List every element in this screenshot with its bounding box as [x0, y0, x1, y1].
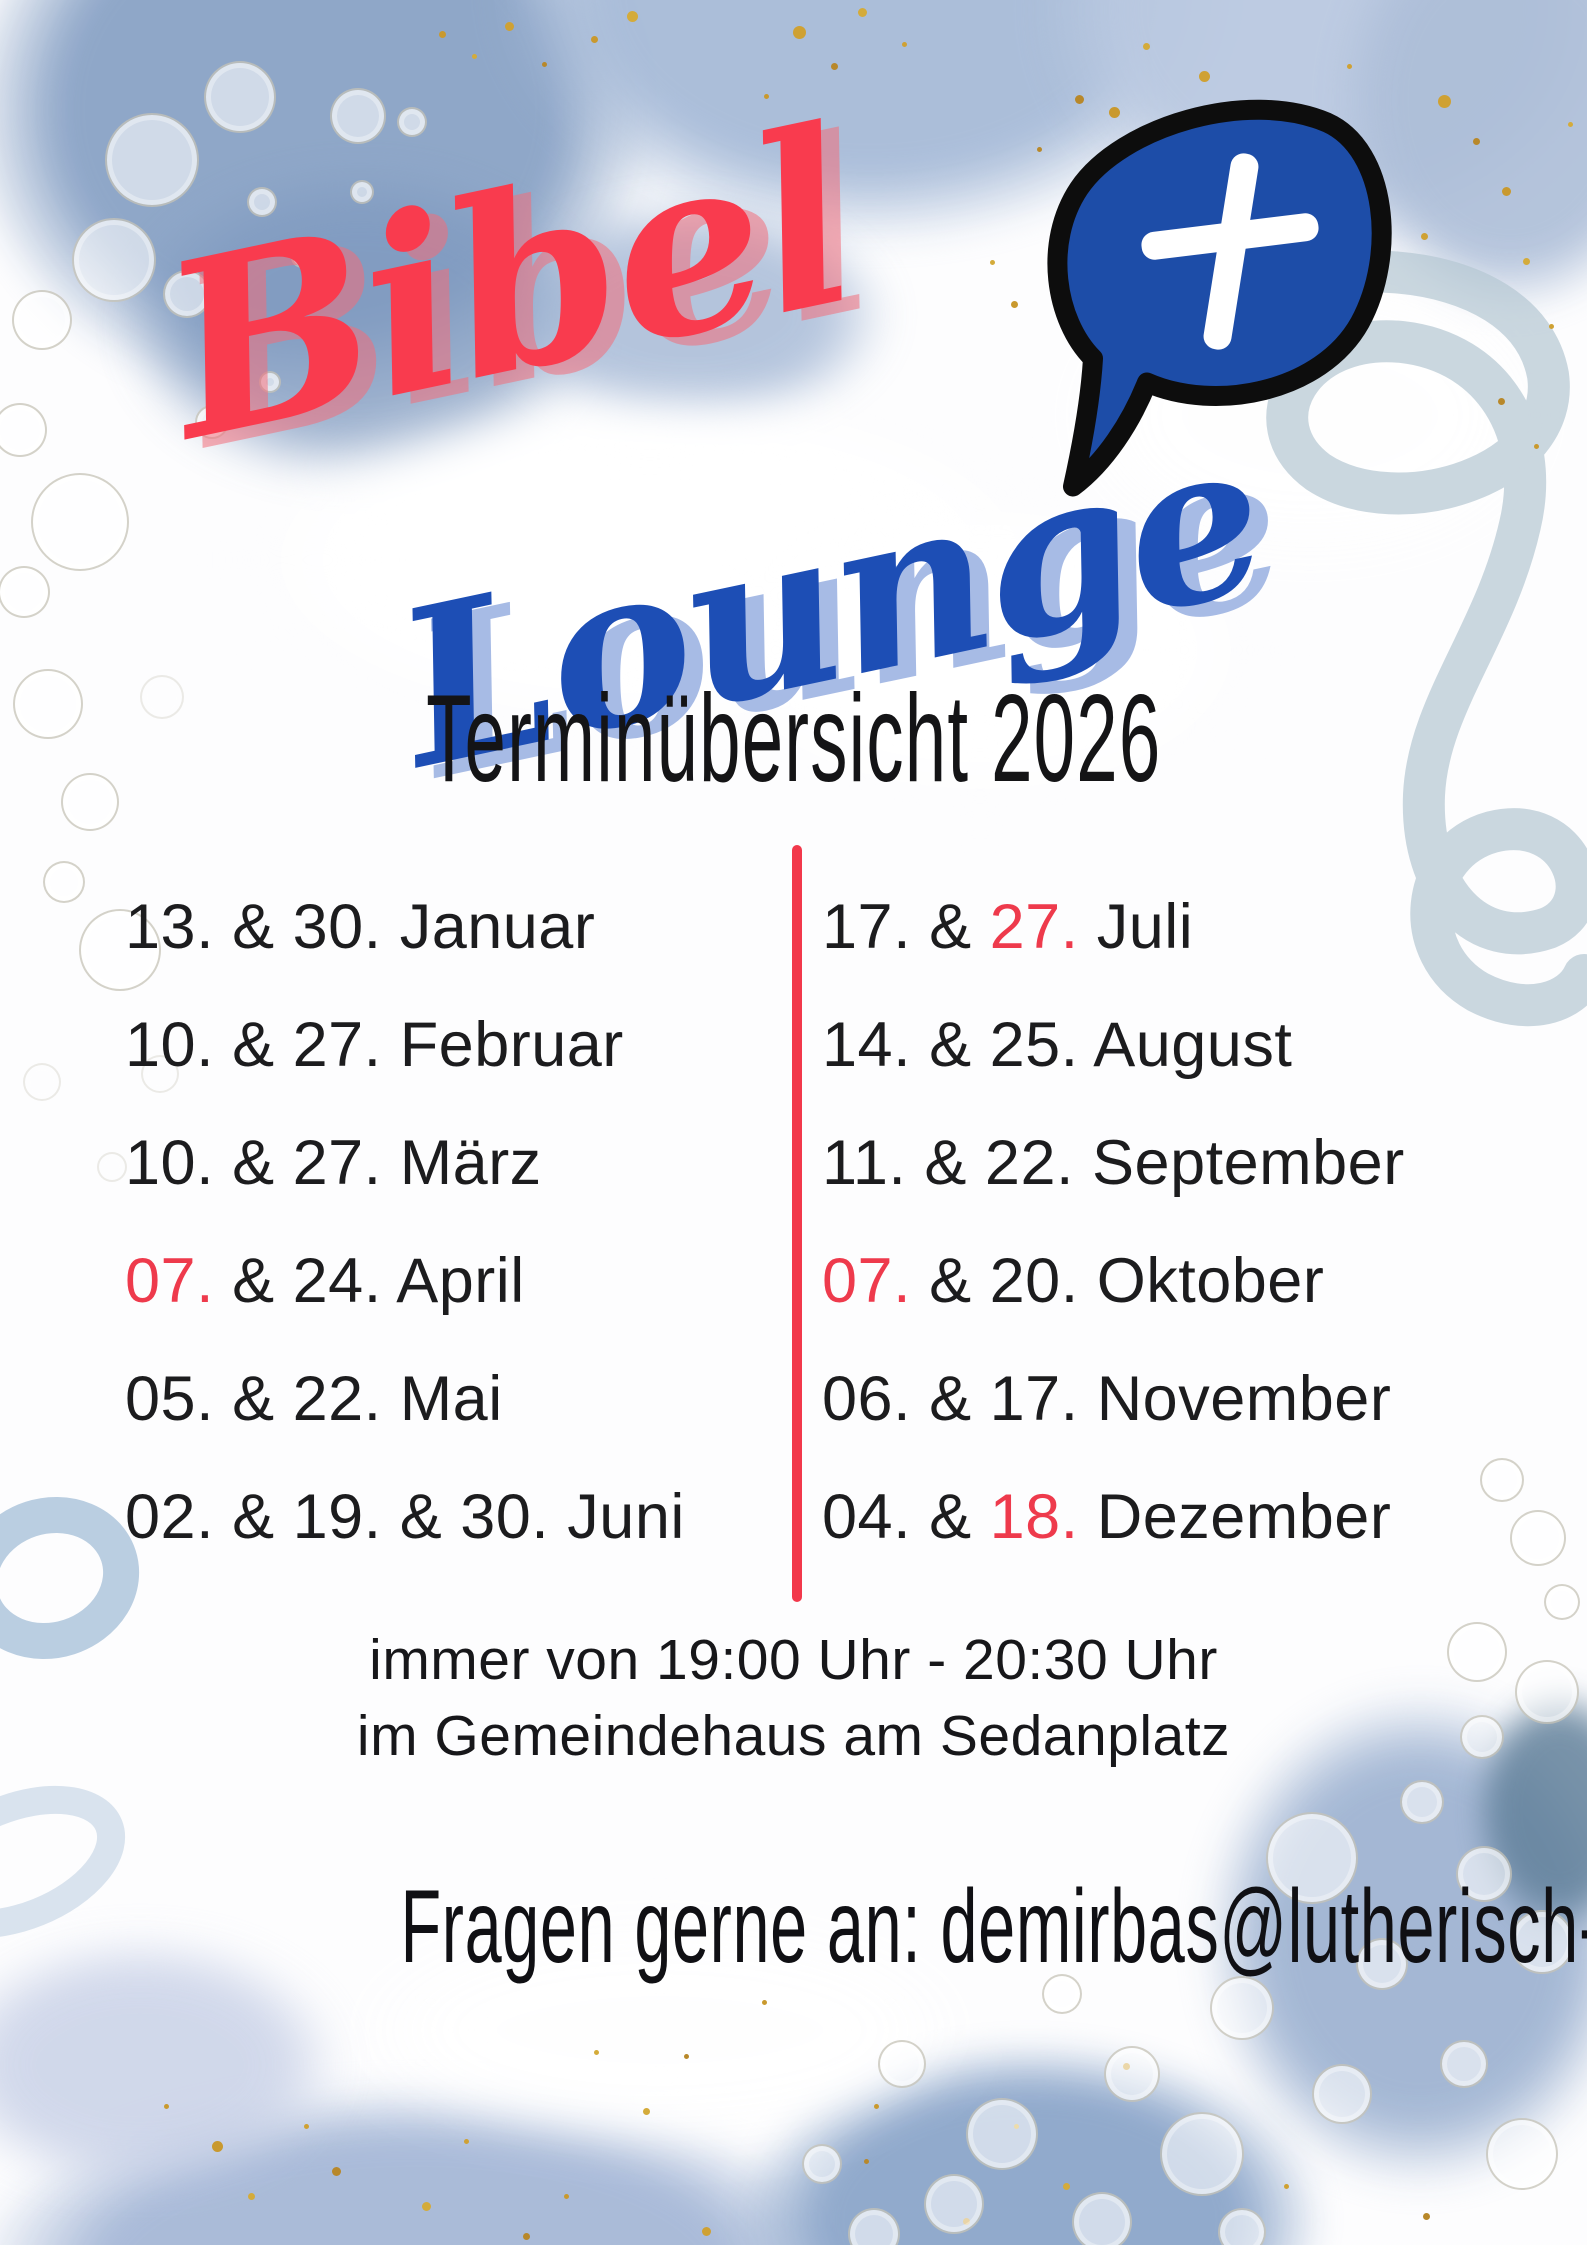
bubble-decoration: [23, 1063, 61, 1101]
title-bibel: Bibel: [143, 75, 873, 495]
schedule-row: 13. & 30. Januar: [125, 892, 596, 962]
bubble-decoration: [259, 371, 281, 393]
bubble-decoration: [1042, 1974, 1082, 2014]
schedule-right-column: 17. & 27. Juli 14. & 25. August 11. & 22. …: [822, 868, 1405, 1576]
bubble-decoration: [848, 2208, 900, 2245]
bubble-decoration: [924, 2174, 984, 2234]
bubble-decoration: [1210, 1976, 1274, 2040]
bubble-decoration: [0, 403, 47, 457]
bubble-decoration: [1456, 1846, 1512, 1902]
schedule-row: 17. & 27. Juli: [822, 892, 1194, 962]
bubble-decoration: [1447, 1622, 1507, 1682]
bubble-decoration: [195, 405, 229, 439]
bubble-decoration: [247, 187, 277, 217]
schedule-column-divider: [792, 845, 802, 1602]
info-time: immer von 19:00 Uhr - 20:30 Uhr: [369, 1628, 1218, 1692]
bubble-decoration: [1515, 1660, 1579, 1724]
cross-icon: [1141, 153, 1319, 350]
bubble-decoration: [330, 88, 386, 144]
bubble-decoration: [350, 180, 374, 204]
bubble-decoration: [43, 861, 85, 903]
bubble-decoration: [13, 669, 83, 739]
bubble-decoration: [1510, 1910, 1574, 1974]
event-info: immer von 19:00 Uhr - 20:30 Uhr im Gemei…: [0, 1622, 1587, 1774]
bubble-decoration: [802, 2144, 842, 2184]
bubble-decoration: [1104, 2046, 1160, 2102]
bubble-decoration: [140, 675, 184, 719]
bubble-decoration: [79, 909, 161, 991]
watercolor-blob: [0, 2030, 990, 2245]
bubble-decoration: [1072, 2192, 1132, 2245]
contact-line: Fragen gerne an: demirbas@lutherisch-lag…: [400, 1869, 1587, 1985]
bubble-decoration: [966, 2098, 1038, 2170]
schedule-left-column: 13. & 30. Januar 10. & 27. Februar 10. & 2…: [125, 868, 685, 1576]
schedule-row: 11. & 22. September: [822, 1128, 1405, 1198]
bubble-decoration: [204, 61, 276, 133]
schedule-row: 04. & 18. Dezember: [822, 1482, 1392, 1552]
speech-bubble-cross-icon: [1047, 99, 1392, 497]
bubble-decoration: [1486, 2118, 1558, 2190]
schedule-row: 07. & 20. Oktober: [822, 1246, 1325, 1316]
glitter-dots: [0, 0, 9, 9]
schedule-row: 05. & 22. Mai: [125, 1364, 503, 1434]
bubble-decoration: [397, 107, 427, 137]
bubble-decoration: [12, 290, 72, 350]
bubble-decoration: [0, 566, 50, 618]
bubble-decoration: [878, 2040, 926, 2088]
bubble-decoration: [1480, 1458, 1524, 1502]
schedule-row: 14. & 25. August: [822, 1010, 1293, 1080]
bubble-decoration: [141, 1055, 179, 1093]
bubble-decoration: [72, 218, 156, 302]
bubble-decoration: [1218, 2208, 1266, 2245]
bubble-decoration: [1544, 1584, 1580, 1620]
bubble-decoration: [1460, 1715, 1504, 1759]
bubble-decoration: [1440, 2040, 1488, 2088]
page-title: Terminübersicht 2026: [425, 670, 1162, 808]
bubble-decoration: [1356, 1938, 1408, 1990]
bubble-decoration: [1312, 2064, 1372, 2124]
bubble-decoration: [61, 773, 119, 831]
schedule-row: 06. & 17. November: [822, 1364, 1392, 1434]
bubble-decoration: [163, 270, 211, 318]
schedule-row: 10. & 27. Februar: [125, 1010, 624, 1080]
info-place: im Gemeindehaus am Sedanplatz: [356, 1704, 1231, 1768]
bubble-decoration: [1510, 1510, 1566, 1566]
schedule-row: 07. & 24. April: [125, 1246, 525, 1316]
bubble-decoration: [291, 246, 313, 268]
bubble-decoration: [1266, 1812, 1358, 1904]
bubble-decoration: [31, 473, 129, 571]
bubble-decoration: [307, 321, 333, 347]
bubble-decoration: [97, 1152, 127, 1182]
schedule-row: 10. & 27. März: [125, 1128, 542, 1198]
bubble-decoration: [1400, 1780, 1444, 1824]
schedule-row: 02. & 19. & 30. Juni: [125, 1482, 685, 1552]
bubble-decoration: [1160, 2112, 1244, 2196]
bubble-decoration: [105, 113, 199, 207]
